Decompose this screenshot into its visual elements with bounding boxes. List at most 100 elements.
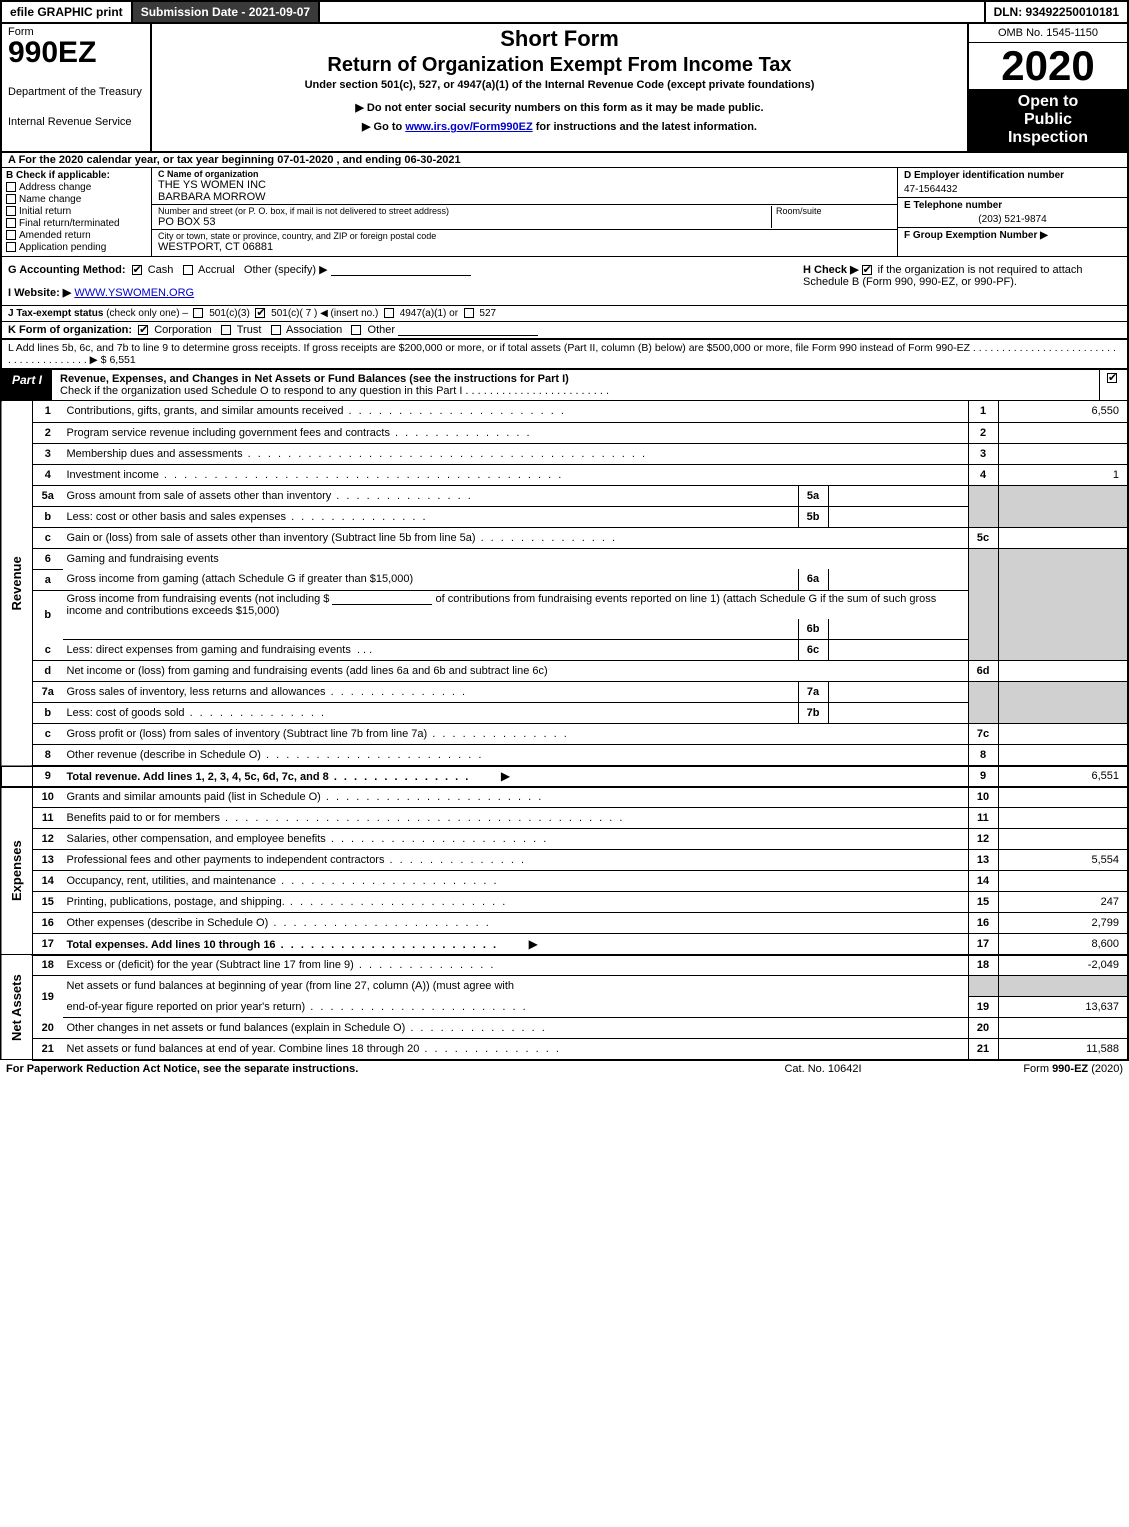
l6b-mini: 6b: [798, 619, 828, 640]
l8-ln: 8: [968, 745, 998, 766]
l5b-minival: [828, 506, 968, 527]
ein-value: 47-1564432: [904, 181, 1121, 195]
side-revenue: Revenue: [1, 401, 33, 766]
l15-desc: Printing, publications, postage, and shi…: [63, 892, 969, 913]
l1-desc: Contributions, gifts, grants, and simila…: [63, 401, 969, 422]
addr-value: PO BOX 53: [158, 216, 771, 228]
l4-amt: 1: [998, 464, 1128, 485]
city-value: WESTPORT, CT 06881: [158, 241, 891, 253]
chk-4947[interactable]: [384, 308, 394, 318]
chk-initial-return[interactable]: [6, 206, 16, 216]
l6b-desc-spacer: [63, 619, 799, 640]
l6b-input[interactable]: [332, 593, 432, 605]
l6a-desc: Gross income from gaming (attach Schedul…: [63, 569, 799, 590]
chk-cash[interactable]: [132, 265, 142, 275]
row-gh: G Accounting Method: Cash Accrual Other …: [0, 257, 1129, 306]
l19-desc1: Net assets or fund balances at beginning…: [63, 976, 969, 997]
l6c-minival: [828, 640, 968, 661]
lbl-amended-return: Amended return: [19, 230, 91, 241]
chk-final-return[interactable]: [6, 218, 16, 228]
instructions-post: for instructions and the latest informat…: [536, 121, 757, 133]
e-label: E Telephone number: [904, 200, 1121, 211]
footer-left: For Paperwork Reduction Act Notice, see …: [6, 1063, 723, 1075]
part-i-checkbox-cell: [1099, 370, 1127, 400]
chk-association[interactable]: [271, 325, 281, 335]
l7c-ln: 7c: [968, 724, 998, 745]
part-i-header: Part I Revenue, Expenses, and Changes in…: [0, 370, 1129, 401]
l6-shade: [968, 548, 998, 661]
row-k: K Form of organization: Corporation Trus…: [0, 322, 1129, 340]
header-center: Short Form Return of Organization Exempt…: [152, 24, 967, 151]
l19-shade: [968, 976, 998, 997]
org-name-1: THE YS WOMEN INC: [158, 179, 891, 191]
chk-application-pending[interactable]: [6, 242, 16, 252]
l11-num: 11: [33, 808, 63, 829]
l15-num: 15: [33, 892, 63, 913]
l6c-num: c: [33, 640, 63, 661]
instructions-link[interactable]: www.irs.gov/Form990EZ: [405, 121, 532, 133]
i-label: I Website: ▶: [8, 287, 71, 299]
line-5a: 5a Gross amount from sale of assets othe…: [1, 485, 1128, 506]
chk-501c3[interactable]: [193, 308, 203, 318]
chk-part-i-schedule-o[interactable]: [1107, 373, 1117, 383]
l16-ln: 16: [968, 913, 998, 934]
other-specify-input[interactable]: [331, 264, 471, 276]
chk-h[interactable]: [862, 265, 872, 275]
lbl-final-return: Final return/terminated: [19, 218, 120, 229]
l7c-desc: Gross profit or (loss) from sales of inv…: [63, 724, 969, 745]
line-6: 6 Gaming and fundraising events: [1, 548, 1128, 569]
form-subtitle: Under section 501(c), 527, or 4947(a)(1)…: [160, 79, 959, 91]
l5a-mini: 5a: [798, 485, 828, 506]
chk-trust[interactable]: [221, 325, 231, 335]
l14-desc: Occupancy, rent, utilities, and maintena…: [63, 871, 969, 892]
entity-block: B Check if applicable: Address change Na…: [0, 168, 1129, 257]
section-def: D Employer identification number 47-1564…: [897, 168, 1127, 256]
line-8: 8 Other revenue (describe in Schedule O)…: [1, 745, 1128, 766]
line-11: 11 Benefits paid to or for members 11: [1, 808, 1128, 829]
l7ab-shade-amt: [998, 682, 1128, 724]
city-row: City or town, state or province, country…: [152, 230, 897, 254]
f-label: F Group Exemption Number ▶: [904, 230, 1048, 241]
l7c-amt: [998, 724, 1128, 745]
c-label: C Name of organization: [158, 169, 891, 179]
l4-desc: Investment income: [63, 464, 969, 485]
row-l: L Add lines 5b, 6c, and 7b to line 9 to …: [0, 340, 1129, 370]
address-row: Number and street (or P. O. box, if mail…: [152, 205, 897, 230]
chk-other-org[interactable]: [351, 325, 361, 335]
efile-print-button[interactable]: efile GRAPHIC print: [2, 2, 133, 22]
part-i-label: Part I: [2, 370, 52, 400]
row-j: J Tax-exempt status (check only one) ‒ 5…: [0, 306, 1129, 322]
l17-ln: 17: [968, 934, 998, 955]
chk-501c[interactable]: [255, 308, 265, 318]
l6a-num: a: [33, 569, 63, 590]
chk-address-change[interactable]: [6, 182, 16, 192]
submission-date-button[interactable]: Submission Date - 2021-09-07: [133, 2, 320, 22]
l5b-num: b: [33, 506, 63, 527]
l7a-num: 7a: [33, 682, 63, 703]
l7b-desc: Less: cost of goods sold: [63, 703, 799, 724]
l15-ln: 15: [968, 892, 998, 913]
chk-accrual[interactable]: [183, 265, 193, 275]
l5a-desc: Gross amount from sale of assets other t…: [63, 485, 799, 506]
l3-desc: Membership dues and assessments: [63, 443, 969, 464]
footer-mid: Cat. No. 10642I: [723, 1063, 923, 1075]
l5a-minival: [828, 485, 968, 506]
other-org-input[interactable]: [398, 324, 538, 336]
l8-amt: [998, 745, 1128, 766]
l9-ln: 9: [968, 766, 998, 787]
chk-corporation[interactable]: [138, 325, 148, 335]
form-number: 990EZ: [8, 38, 144, 68]
l5c-amt: [998, 527, 1128, 548]
website-link[interactable]: WWW.YSWOMEN.ORG: [74, 287, 194, 299]
omb-number: OMB No. 1545-1150: [969, 24, 1127, 43]
chk-527[interactable]: [464, 308, 474, 318]
line-21: 21 Net assets or fund balances at end of…: [1, 1039, 1128, 1060]
l1-num: 1: [33, 401, 63, 422]
l2-num: 2: [33, 422, 63, 443]
chk-name-change[interactable]: [6, 194, 16, 204]
l2-ln: 2: [968, 422, 998, 443]
footer-right: Form 990-EZ (2020): [923, 1063, 1123, 1075]
chk-amended-return[interactable]: [6, 230, 16, 240]
l9-desc: Total revenue. Add lines 1, 2, 3, 4, 5c,…: [63, 766, 969, 787]
l17-amt: 8,600: [998, 934, 1128, 955]
